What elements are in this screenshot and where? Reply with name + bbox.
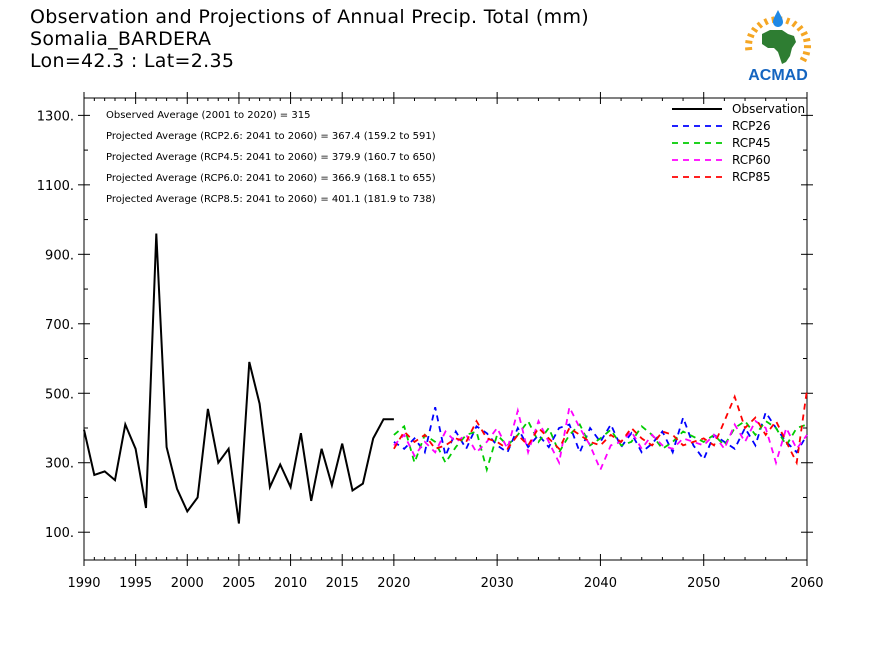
plot-frame [83,97,808,561]
logo-text: ACMAD [748,67,808,84]
x-tick-label: 2005 [222,576,255,591]
annotation-line: Projected Average (RCP2.6: 2041 to 2060)… [106,131,436,142]
x-tick-label: 1995 [119,576,152,591]
legend-label-rcp60: RCP60 [732,153,771,167]
y-tick-label: 500. [45,387,74,402]
sun-ray [799,56,808,63]
chart-title: Observation and Projections of Annual Pr… [30,6,589,28]
legend-label-observation: Observation [732,102,805,116]
sun-ray [791,20,798,28]
sun-ray [763,18,769,26]
sun-ray [745,46,753,51]
series-lines [83,233,808,524]
acmad-logo-graphic: ACMAD [745,10,812,84]
x-tick-label: 2050 [687,576,720,591]
sun-ray [796,25,804,32]
sun-ray [800,31,808,37]
series-rcp45-line [393,419,808,474]
x-tick-label: 2020 [377,576,410,591]
x-tick-label: 2030 [481,576,514,591]
series-observation-line [83,233,394,524]
chart-title-block: Observation and Projections of Annual Pr… [30,6,589,72]
y-tick-label: 100. [45,526,74,541]
chart-subtitle-location: Somalia_BARDERA [30,28,212,50]
sun-ray [745,40,753,44]
x-tick-label: 1990 [67,576,100,591]
axis-ticks: 100. 300. 500. 700. 900. 1100. 1300. 1990 1995 20… [37,92,824,591]
sun-ray [747,32,755,39]
acmad-logo: ACMAD [738,8,818,84]
sun-ray [756,21,764,29]
annotation-line: Observed Average (2001 to 2020) = 315 [106,110,310,121]
africa-map-icon [762,30,796,64]
annotation-block: Observed Average (2001 to 2020) = 315 Pro… [106,110,436,205]
sun-ray [802,50,811,56]
annotation-line: Projected Average (RCP4.5: 2041 to 2060)… [106,152,436,163]
sun-ray [785,17,791,25]
y-tick-label: 1100. [37,179,74,194]
y-tick-label: 700. [45,318,74,333]
water-drop-icon [773,10,783,27]
legend-label-rcp45: RCP45 [732,136,771,150]
series-rcp85-line [393,389,808,466]
x-tick-label: 2000 [171,576,204,591]
x-tick-label: 2040 [584,576,617,591]
y-tick-label: 1300. [37,109,74,124]
legend-label-rcp26: RCP26 [732,119,771,133]
annotation-line: Projected Average (RCP6.0: 2041 to 2060)… [106,173,436,184]
x-tick-label: 2060 [790,576,823,591]
chart-subtitle-coordinates: Lon=42.3 : Lat=2.35 [30,50,235,72]
series-rcp26-line [393,406,808,462]
x-tick-label: 2010 [274,576,307,591]
sun-ray [750,26,759,33]
legend-label-rcp85: RCP85 [732,170,771,184]
sun-ray [803,37,811,43]
x-tick-label: 2015 [326,576,359,591]
y-tick-label: 900. [45,248,74,263]
legend: Observation RCP26 RCP45 RCP60 RCP85 [672,102,805,184]
y-tick-label: 300. [45,457,74,472]
annotation-line: Projected Average (RCP8.5: 2041 to 2060)… [106,194,436,205]
